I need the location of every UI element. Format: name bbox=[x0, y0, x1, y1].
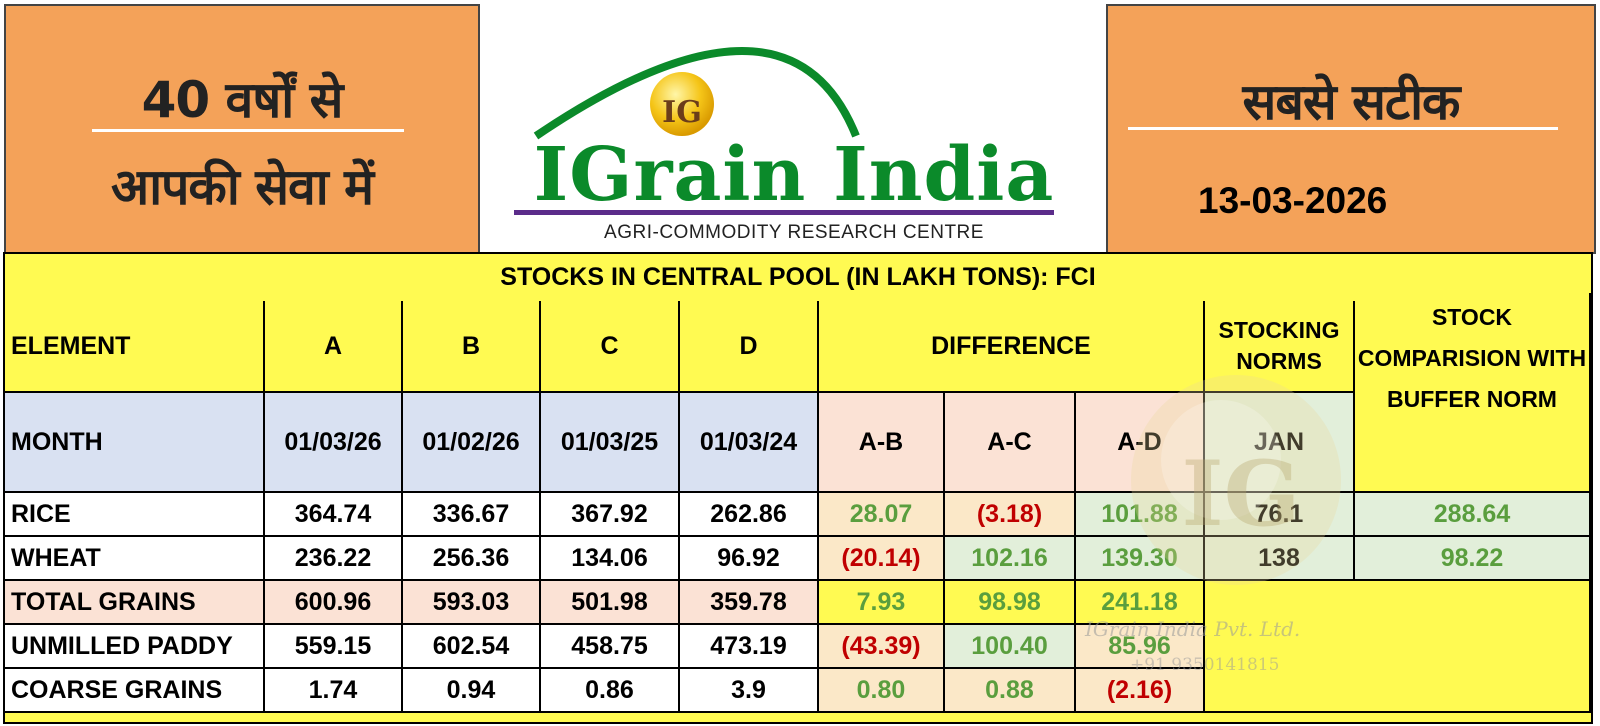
slogan-box-left: 40 वर्षों से आपकी सेवा में bbox=[4, 4, 480, 254]
cell-diff-ab: 7.93 bbox=[819, 581, 945, 625]
cell-b: 0.94 bbox=[403, 669, 541, 713]
header-col-b: B bbox=[403, 301, 541, 393]
cell-diff-ad: 139.30 bbox=[1076, 537, 1205, 581]
cell-diff-ad: 85.96 bbox=[1076, 625, 1205, 669]
stocks-table: STOCKS IN CENTRAL POOL (IN LAKH TONS): F… bbox=[3, 252, 1593, 724]
cell-d: 359.78 bbox=[680, 581, 819, 625]
header-date-b: 01/02/26 bbox=[403, 393, 541, 493]
watermark-phone: +91 9350141815 bbox=[1130, 655, 1280, 675]
cell-a: 559.15 bbox=[265, 625, 403, 669]
accuracy-slogan: सबसे सटीक bbox=[1242, 73, 1461, 131]
cell-diff-ad: 101.88 bbox=[1076, 493, 1205, 537]
cell-diff-ac: 100.40 bbox=[945, 625, 1076, 669]
cell-d: 262.86 bbox=[680, 493, 819, 537]
cell-a: 600.96 bbox=[265, 581, 403, 625]
header-month: MONTH bbox=[5, 393, 265, 493]
slogan-line-2: आपकी सेवा में bbox=[110, 158, 374, 216]
header-norm-month: JAN bbox=[1205, 393, 1355, 493]
cell-d: 96.92 bbox=[680, 537, 819, 581]
header-date-c: 01/03/25 bbox=[541, 393, 680, 493]
cell-c: 367.92 bbox=[541, 493, 680, 537]
logo-badge-text: IG bbox=[662, 95, 702, 130]
cell-diff-ab: 0.80 bbox=[819, 669, 945, 713]
cell-diff-ab: 28.07 bbox=[819, 493, 945, 537]
slogan-box-right: सबसे सटीक 13-03-2026 bbox=[1106, 4, 1596, 254]
header-a-d: A-D bbox=[1076, 393, 1205, 493]
header-date-d: 01/03/24 bbox=[680, 393, 819, 493]
header-col-a: A bbox=[265, 301, 403, 393]
slogan-line-1: 40 वर्षों से bbox=[141, 71, 344, 129]
header-date-a: 01/03/26 bbox=[265, 393, 403, 493]
brand-underline bbox=[514, 210, 1054, 215]
brand-logo: IG IGrain India AGRI-COMMODITY RESEARCH … bbox=[488, 6, 1100, 252]
cell-b: 602.54 bbox=[403, 625, 541, 669]
cell-diff-ad: (2.16) bbox=[1076, 669, 1205, 713]
cell-diff-ac: 0.88 bbox=[945, 669, 1076, 713]
header-a-c: A-C bbox=[945, 393, 1076, 493]
brand-name: IGrain India bbox=[533, 132, 1055, 218]
slogan-divider-right bbox=[1128, 127, 1558, 130]
page-header: 40 वर्षों से आपकी सेवा में IG IGrain Ind… bbox=[0, 0, 1600, 256]
cell-c: 0.86 bbox=[541, 669, 680, 713]
row-label: RICE bbox=[5, 493, 265, 537]
header-element: ELEMENT bbox=[5, 301, 265, 393]
logo-orb-icon bbox=[650, 72, 714, 136]
cell-a: 236.22 bbox=[265, 537, 403, 581]
cell-c: 501.98 bbox=[541, 581, 680, 625]
row-label: UNMILLED PADDY bbox=[5, 625, 265, 669]
row-label: WHEAT bbox=[5, 537, 265, 581]
cell-diff-ac: 102.16 bbox=[945, 537, 1076, 581]
cell-buffer-comparison: 98.22 bbox=[1355, 537, 1591, 581]
header-difference: DIFFERENCE bbox=[819, 301, 1205, 393]
empty-norms-area bbox=[1205, 581, 1591, 713]
cell-c: 134.06 bbox=[541, 537, 680, 581]
cell-buffer-comparison: 288.64 bbox=[1355, 493, 1591, 537]
header-col-c: C bbox=[541, 301, 680, 393]
header-stock-comparison: STOCK COMPARISION WITH BUFFER NORM bbox=[1355, 293, 1591, 493]
cell-a: 1.74 bbox=[265, 669, 403, 713]
cell-stocking-norm: 138 bbox=[1205, 537, 1355, 581]
watermark-company: IGrain India Pvt. Ltd. bbox=[1085, 617, 1301, 641]
header-col-d: D bbox=[680, 301, 819, 393]
table-title: STOCKS IN CENTRAL POOL (IN LAKH TONS): F… bbox=[500, 263, 1096, 291]
cell-d: 3.9 bbox=[680, 669, 819, 713]
row-label: COARSE GRAINS bbox=[5, 669, 265, 713]
brand-tagline: AGRI-COMMODITY RESEARCH CENTRE bbox=[604, 222, 984, 243]
cell-diff-ac: (3.18) bbox=[945, 493, 1076, 537]
cell-b: 593.03 bbox=[403, 581, 541, 625]
header-a-b: A-B bbox=[819, 393, 945, 493]
report-date: 13-03-2026 bbox=[1198, 180, 1388, 221]
logo-arc-icon: IG bbox=[533, 47, 860, 140]
cell-d: 473.19 bbox=[680, 625, 819, 669]
cell-diff-ab: (43.39) bbox=[819, 625, 945, 669]
cell-c: 458.75 bbox=[541, 625, 680, 669]
cell-stocking-norm: 76.1 bbox=[1205, 493, 1355, 537]
cell-diff-ad: 241.18 bbox=[1076, 581, 1205, 625]
cell-a: 364.74 bbox=[265, 493, 403, 537]
row-label: TOTAL GRAINS bbox=[5, 581, 265, 625]
cell-diff-ab: (20.14) bbox=[819, 537, 945, 581]
slogan-divider bbox=[92, 129, 404, 132]
header-stocking-norms: STOCKING NORMS bbox=[1205, 301, 1355, 393]
cell-b: 336.67 bbox=[403, 493, 541, 537]
cell-diff-ac: 98.98 bbox=[945, 581, 1076, 625]
cell-b: 256.36 bbox=[403, 537, 541, 581]
